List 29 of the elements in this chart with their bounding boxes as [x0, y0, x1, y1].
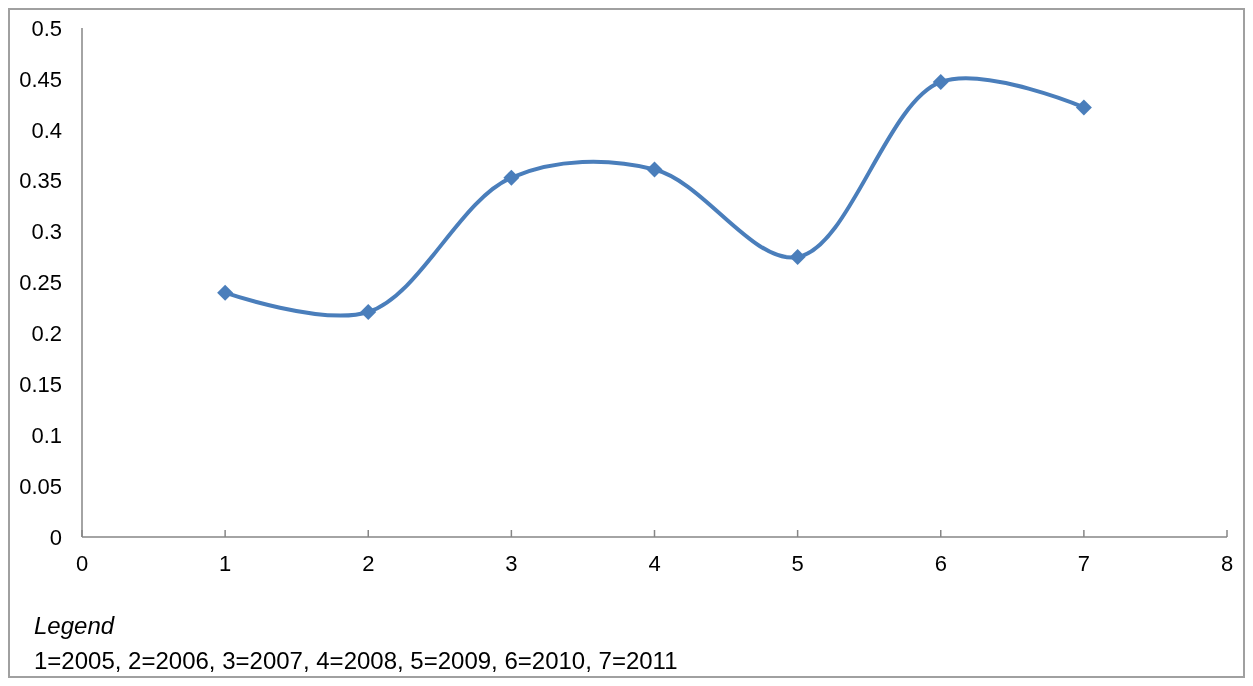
x-tick-label: 0	[75, 551, 89, 576]
point	[217, 284, 234, 301]
y-tick-label: 0	[49, 524, 62, 550]
text: Legend	[34, 612, 115, 639]
y-tick-label: 0.35	[19, 168, 62, 194]
y-tick-label: 0.3	[31, 219, 62, 245]
point	[503, 169, 520, 186]
point	[789, 249, 806, 266]
y-tick-label: 0.05	[19, 473, 62, 499]
y-tick-label: 0.45	[19, 66, 62, 92]
x-tick-label: 5	[791, 551, 804, 576]
x-tick-label: 8	[1220, 551, 1234, 576]
text: 1=2005, 2=2006, 3=2007, 4=2008, 5=2009, 6=2010, 7=2011	[34, 647, 678, 674]
x-tick-label: 1	[219, 551, 232, 576]
point	[1075, 99, 1092, 116]
x-tick-label: 6	[934, 551, 947, 576]
point	[646, 161, 663, 178]
x-tick-label: 7	[1077, 551, 1090, 576]
y-tick-label: 0.4	[31, 117, 62, 143]
point	[932, 73, 949, 90]
y-tick-label: 0.2	[31, 321, 62, 347]
x-tick-label: 3	[505, 551, 518, 576]
point	[360, 304, 377, 321]
y-tick-label: 0.1	[31, 422, 62, 448]
y-tick-label: 0.5	[31, 15, 62, 41]
y-tick-label: 0.15	[19, 372, 62, 397]
x-tick-label: 4	[648, 551, 661, 576]
x-tick-label: 2	[362, 551, 375, 576]
y-tick-label: 0.25	[19, 270, 62, 296]
